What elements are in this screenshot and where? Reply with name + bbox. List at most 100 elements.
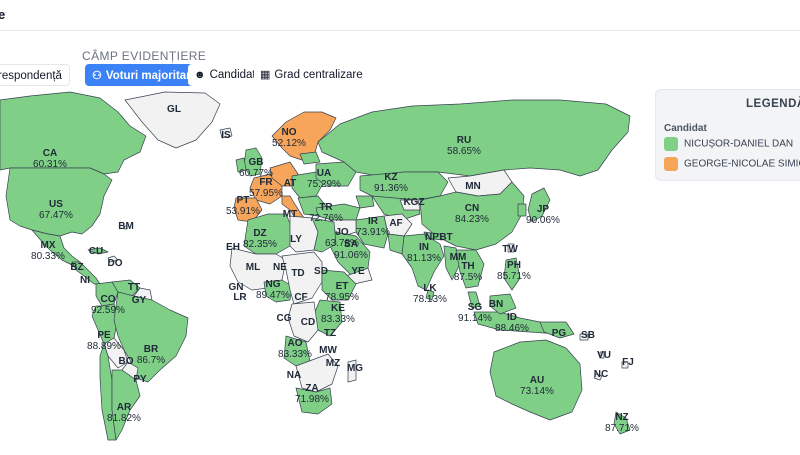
country-scandinavia[interactable]: [271, 111, 337, 161]
country-tw[interactable]: [507, 243, 515, 253]
centralization-button[interactable]: ▦ Grad centralizare: [254, 64, 369, 86]
country-code-label: MM: [450, 252, 467, 263]
country-code-label: CF: [294, 292, 307, 303]
country-bm[interactable]: [123, 225, 128, 230]
country-code-label: MW: [319, 345, 337, 356]
country-code-label: DO: [108, 258, 123, 269]
country-ie[interactable]: [235, 157, 247, 173]
country-code-label: BO: [119, 356, 134, 367]
country-percent-label: 87.71%: [605, 423, 639, 434]
country-np[interactable]: [423, 231, 443, 241]
country-percent-label: 80.33%: [31, 251, 65, 262]
country-sb[interactable]: [579, 333, 589, 341]
country-jp[interactable]: [527, 187, 551, 223]
country-code-label: IR: [368, 216, 379, 227]
country-code-label: IN: [419, 242, 429, 253]
majority-votes-button[interactable]: ⚇ Voturi majoritare: [85, 64, 205, 86]
country-congo[interactable]: [287, 301, 319, 343]
country-code-label: VU: [597, 350, 611, 361]
country-ng[interactable]: [263, 279, 293, 303]
country-code-label: NE: [273, 262, 287, 273]
country-baltic[interactable]: [299, 151, 321, 165]
country-pg[interactable]: [539, 321, 575, 339]
legend-title: LEGENDĂ: [746, 98, 800, 110]
country-code-label: NO: [282, 127, 297, 138]
country-code-label: MT: [283, 209, 297, 220]
country-eg[interactable]: [311, 217, 337, 253]
country-nz[interactable]: [613, 411, 631, 435]
country-kgz[interactable]: [399, 199, 421, 211]
country-borneo[interactable]: [489, 293, 517, 315]
country-mm[interactable]: [443, 245, 461, 281]
country-my[interactable]: [467, 291, 481, 309]
country-percent-label: 90.06%: [526, 215, 560, 226]
country-et[interactable]: [321, 269, 357, 301]
country-code-label: BR: [144, 344, 159, 355]
country-percent-label: 71.98%: [295, 394, 329, 405]
country-code-label: CO: [101, 294, 116, 305]
legend-item-simion: GEORGE-NICOLAE SIMION: [664, 157, 800, 171]
country-percent-label: 73.14%: [520, 386, 554, 397]
country-pk[interactable]: [387, 233, 405, 255]
country-code-label: CD: [301, 317, 315, 328]
highlight-field-label: CÂMP EVIDENȚIERE: [82, 49, 207, 63]
country-do[interactable]: [107, 255, 119, 263]
country-ar[interactable]: [111, 369, 141, 441]
country-code-label: IS: [221, 130, 231, 141]
candidate-button[interactable]: ☻ Candidat: [188, 64, 262, 86]
country-percent-label: 89.47%: [256, 290, 290, 301]
country-central-africa[interactable]: [281, 251, 323, 305]
country-caucasus[interactable]: [355, 195, 375, 209]
country-percent-label: 52.12%: [272, 138, 306, 149]
page-title: e: [0, 7, 6, 22]
country-vu[interactable]: [599, 351, 605, 359]
country-southern-africa[interactable]: [295, 353, 339, 393]
country-ca[interactable]: [0, 91, 147, 175]
country-se-asia[interactable]: [455, 249, 485, 289]
country-code-label: PE: [97, 330, 111, 341]
correspondence-button[interactable]: respondență: [0, 64, 70, 86]
country-percent-label: 82.35%: [243, 239, 277, 250]
country-code-label: MG: [347, 363, 363, 374]
country-kr[interactable]: [517, 203, 527, 217]
country-percent-label: 60.77%: [239, 168, 273, 179]
country-percent-label: 78.95%: [325, 292, 359, 303]
country-code-label: LY: [290, 234, 302, 245]
country-code-label: MX: [41, 240, 56, 251]
country-code-label: MN: [465, 181, 481, 192]
country-code-label: JP: [537, 204, 550, 215]
country-br[interactable]: [113, 291, 189, 383]
country-code-label: GY: [132, 295, 147, 306]
country-percent-label: 73.91%: [356, 227, 390, 238]
country-cu[interactable]: [87, 247, 109, 255]
country-code-label: ID: [507, 312, 517, 323]
country-cl[interactable]: [99, 343, 117, 441]
country-ru[interactable]: [317, 99, 631, 177]
country-code-label: NG: [266, 279, 281, 290]
country-au[interactable]: [489, 339, 583, 421]
country-ph[interactable]: [503, 257, 521, 291]
country-percent-label: 91.36%: [374, 183, 408, 194]
country-code-label: CA: [43, 148, 57, 159]
country-code-label: YE: [351, 266, 365, 277]
country-percent-label: 53.91%: [226, 206, 260, 217]
country-lk[interactable]: [425, 289, 435, 301]
country-us[interactable]: [5, 167, 113, 237]
country-mg[interactable]: [347, 359, 357, 383]
candidate-label: Candidat: [209, 69, 256, 81]
country-code-label: BZ: [70, 262, 83, 273]
country-code-label: LR: [233, 292, 247, 303]
country-code-label: AU: [530, 375, 544, 386]
image-icon: ▦: [260, 69, 271, 81]
country-is[interactable]: [219, 127, 233, 139]
country-code-label: BT: [439, 232, 452, 243]
country-code-label: TT: [128, 282, 140, 293]
country-percent-label: 67.47%: [39, 210, 73, 221]
country-nc[interactable]: [593, 373, 603, 381]
country-code-label: ML: [246, 262, 260, 273]
country-gl[interactable]: [124, 91, 221, 149]
country-za[interactable]: [295, 387, 333, 415]
country-fj[interactable]: [621, 361, 629, 369]
majority-votes-label: Voturi majoritare: [105, 70, 198, 82]
